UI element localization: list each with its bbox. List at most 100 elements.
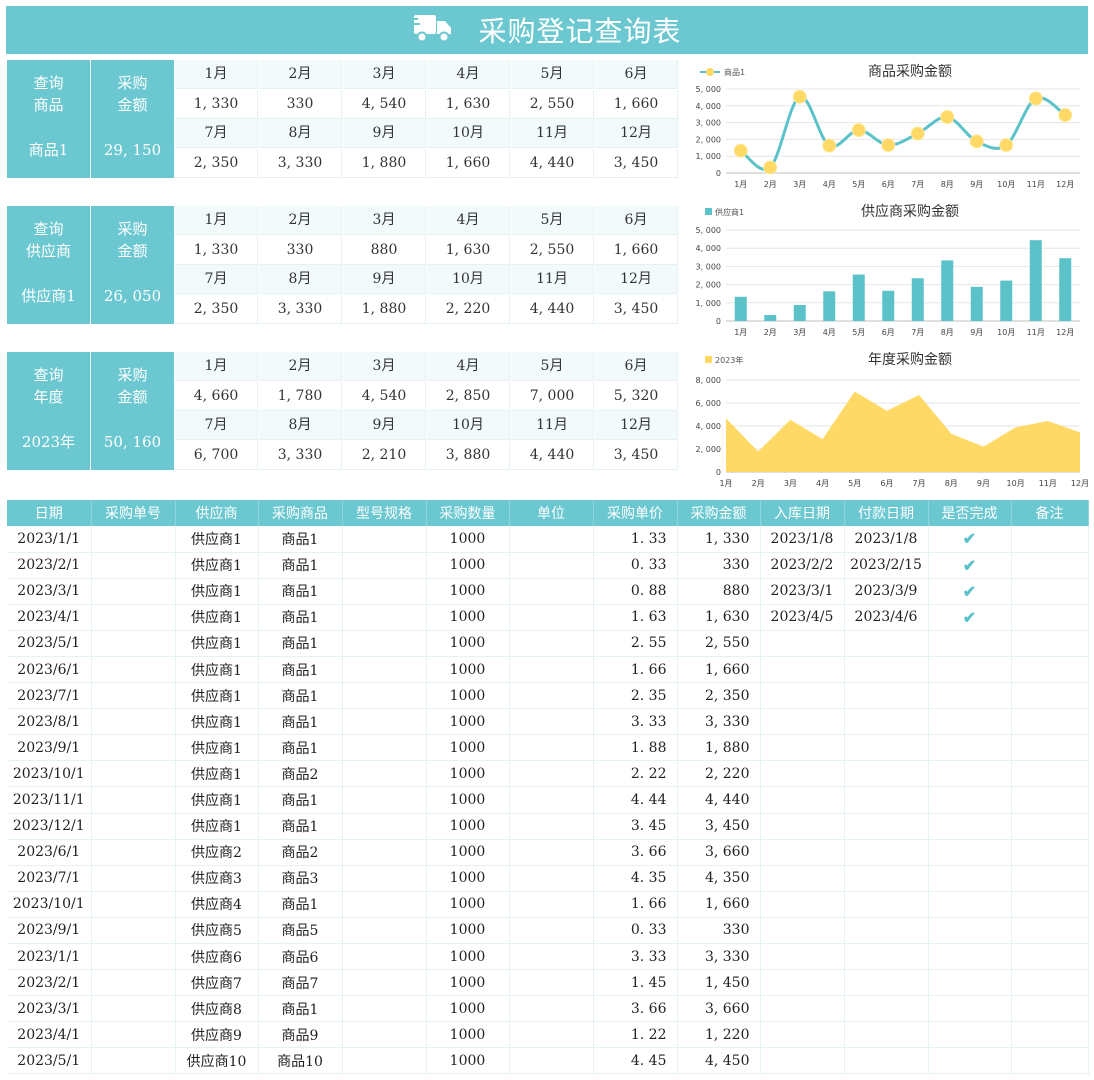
table-cell[interactable]: 3. 33	[593, 943, 678, 971]
table-cell[interactable]	[91, 943, 176, 971]
table-cell[interactable]: 2023/4/1	[7, 604, 92, 631]
table-cell[interactable]	[342, 682, 427, 710]
table-cell[interactable]: 3. 45	[593, 813, 678, 840]
table-cell[interactable]	[91, 891, 176, 918]
table-cell[interactable]	[1011, 917, 1089, 945]
table-cell[interactable]: 供应商1	[175, 708, 259, 736]
table-cell[interactable]: 商品1	[258, 734, 343, 762]
table-cell[interactable]	[760, 1021, 845, 1049]
table-cell[interactable]	[928, 813, 1012, 840]
column-header[interactable]: 入库日期	[760, 500, 845, 526]
done-cell[interactable]: ✔	[928, 578, 1012, 605]
table-cell[interactable]	[760, 995, 845, 1023]
table-cell[interactable]: 2023/11/1	[7, 786, 92, 814]
table-cell[interactable]	[509, 813, 594, 840]
table-cell[interactable]: 1000	[426, 891, 510, 918]
table-cell[interactable]	[844, 969, 929, 997]
table-cell[interactable]	[91, 917, 176, 945]
table-cell[interactable]: 供应商1	[175, 734, 259, 762]
table-cell[interactable]: 2023/5/1	[7, 630, 92, 657]
column-header[interactable]: 采购金额	[677, 500, 761, 526]
table-cell[interactable]	[928, 734, 1012, 762]
table-cell[interactable]: 2023/2/1	[7, 969, 92, 997]
table-cell[interactable]: 2023/3/1	[7, 578, 92, 605]
table-cell[interactable]: 1000	[426, 1047, 510, 1075]
table-cell[interactable]: 供应商1	[175, 630, 259, 657]
table-cell[interactable]: 供应商1	[175, 813, 259, 840]
table-cell[interactable]: 供应商5	[175, 917, 259, 945]
table-cell[interactable]: 供应商6	[175, 943, 259, 971]
table-cell[interactable]	[509, 578, 594, 605]
table-cell[interactable]	[342, 1047, 427, 1075]
table-cell[interactable]: 1, 880	[677, 734, 761, 762]
column-header[interactable]: 型号规格	[342, 500, 427, 526]
table-cell[interactable]: 2023/9/1	[7, 917, 92, 945]
table-cell[interactable]: 2023/9/1	[7, 734, 92, 762]
table-cell[interactable]	[1011, 604, 1089, 631]
table-cell[interactable]	[91, 1047, 176, 1075]
table-cell[interactable]: 1000	[426, 708, 510, 736]
table-cell[interactable]: 2023/12/1	[7, 813, 92, 840]
table-cell[interactable]	[760, 917, 845, 945]
table-cell[interactable]: 2. 22	[593, 760, 678, 788]
table-cell[interactable]: 1000	[426, 760, 510, 788]
table-cell[interactable]	[342, 865, 427, 892]
table-cell[interactable]	[91, 604, 176, 631]
table-cell[interactable]: 1000	[426, 969, 510, 997]
table-cell[interactable]	[928, 839, 1012, 866]
table-cell[interactable]	[342, 1021, 427, 1049]
table-cell[interactable]	[760, 839, 845, 866]
column-header[interactable]: 采购数量	[426, 500, 510, 526]
table-cell[interactable]	[844, 630, 929, 657]
table-cell[interactable]	[844, 1021, 929, 1049]
table-cell[interactable]	[1011, 656, 1089, 684]
column-header[interactable]: 备注	[1011, 500, 1089, 526]
table-cell[interactable]: 2023/1/1	[7, 943, 92, 971]
table-cell[interactable]	[91, 865, 176, 892]
table-cell[interactable]: 商品2	[258, 760, 343, 788]
table-cell[interactable]: 商品1	[258, 526, 343, 553]
column-header[interactable]: 采购单号	[91, 500, 176, 526]
table-cell[interactable]	[760, 1047, 845, 1075]
table-cell[interactable]: 供应商1	[175, 604, 259, 631]
table-cell[interactable]: 330	[677, 917, 761, 945]
query-select[interactable]: 2023年	[21, 433, 76, 451]
table-cell[interactable]: 商品10	[258, 1047, 343, 1075]
table-cell[interactable]	[928, 760, 1012, 788]
table-cell[interactable]: 1, 450	[677, 969, 761, 997]
table-cell[interactable]	[342, 734, 427, 762]
table-cell[interactable]: 1000	[426, 995, 510, 1023]
table-cell[interactable]: 1, 630	[677, 604, 761, 631]
table-cell[interactable]	[1011, 630, 1089, 657]
table-cell[interactable]	[1011, 552, 1089, 579]
table-cell[interactable]	[1011, 865, 1089, 892]
table-cell[interactable]	[509, 1021, 594, 1049]
table-cell[interactable]	[342, 813, 427, 840]
table-cell[interactable]: 1. 45	[593, 969, 678, 997]
column-header[interactable]: 采购商品	[258, 500, 343, 526]
table-cell[interactable]: 商品1	[258, 708, 343, 736]
table-cell[interactable]: 2, 550	[677, 630, 761, 657]
table-cell[interactable]: 1, 660	[677, 656, 761, 684]
table-cell[interactable]	[928, 682, 1012, 710]
table-cell[interactable]: 2023/3/9	[844, 578, 929, 605]
table-cell[interactable]	[928, 708, 1012, 736]
table-cell[interactable]	[844, 839, 929, 866]
done-cell[interactable]: ✔	[928, 604, 1012, 631]
table-cell[interactable]: 供应商1	[175, 786, 259, 814]
table-cell[interactable]	[1011, 708, 1089, 736]
done-cell[interactable]: ✔	[928, 552, 1012, 579]
table-cell[interactable]: 3. 33	[593, 708, 678, 736]
table-cell[interactable]	[342, 969, 427, 997]
table-cell[interactable]: 2023/7/1	[7, 682, 92, 710]
table-cell[interactable]	[844, 682, 929, 710]
table-cell[interactable]	[760, 760, 845, 788]
table-cell[interactable]	[509, 969, 594, 997]
table-cell[interactable]: 1000	[426, 786, 510, 814]
table-cell[interactable]	[928, 943, 1012, 971]
table-cell[interactable]	[928, 865, 1012, 892]
table-cell[interactable]: 2023/5/1	[7, 1047, 92, 1075]
table-cell[interactable]	[91, 813, 176, 840]
table-cell[interactable]: 4. 35	[593, 865, 678, 892]
table-cell[interactable]	[1011, 526, 1089, 553]
